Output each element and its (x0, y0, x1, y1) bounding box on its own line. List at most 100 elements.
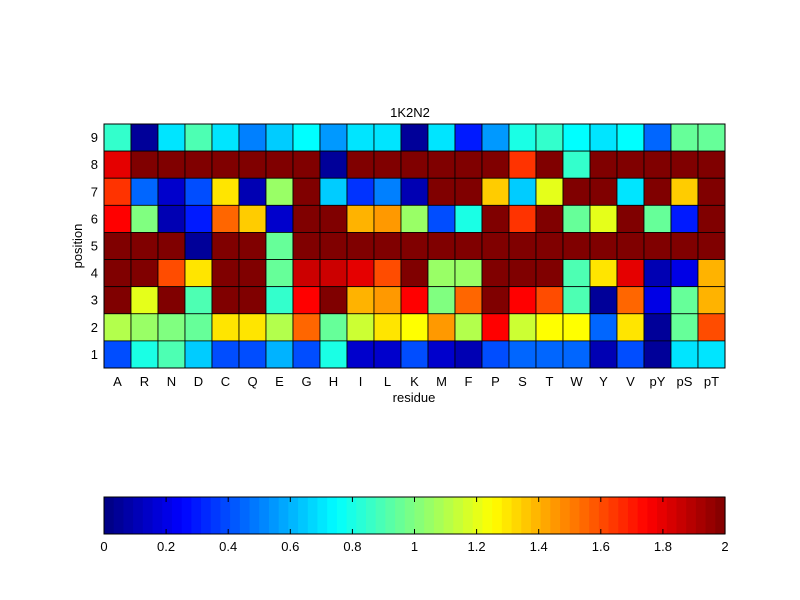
heatmap-cell (481, 123, 510, 152)
heatmap-cell (292, 259, 321, 288)
heatmap-cell (157, 340, 186, 369)
heatmap-cell (184, 177, 213, 206)
heatmap-cell (292, 123, 321, 152)
heatmap-cell (265, 123, 294, 152)
heatmap-cell (616, 232, 645, 260)
heatmap-cell (103, 177, 132, 206)
heatmap-cell (319, 313, 348, 342)
heatmap-cell (616, 313, 645, 342)
y-tick-label: 3 (91, 293, 98, 308)
colorbar-tick-label: 1.2 (468, 539, 486, 554)
colorbar-segment (433, 497, 445, 534)
heatmap-cell (211, 340, 240, 369)
heatmap-cell (373, 123, 402, 152)
heatmap-cell (535, 340, 564, 369)
heatmap-cell (211, 232, 240, 260)
colorbar-segment (346, 497, 357, 534)
y-tick-labels: 9 8 7 6 5 4 3 2 1 (91, 130, 98, 362)
heatmap-cell (373, 204, 402, 233)
heatmap-cell (454, 259, 483, 288)
heatmap-cell (481, 286, 510, 315)
heatmap-cell (373, 286, 402, 315)
heatmap-cell (238, 177, 267, 206)
heatmap-cell (508, 150, 537, 179)
heatmap-cell (292, 286, 321, 315)
colorbar-segment (191, 497, 202, 534)
heatmap-cell (184, 313, 213, 342)
heatmap-cell (157, 150, 186, 179)
heatmap-cell (157, 313, 186, 342)
colorbar-segment (589, 497, 600, 534)
heatmap-cell (184, 204, 213, 233)
colorbar-segment (560, 497, 571, 534)
heatmap-cell (427, 123, 456, 152)
colorbar-segment (123, 497, 134, 534)
heatmap-cell (427, 313, 456, 342)
heatmap-cell (157, 123, 186, 152)
y-axis-label: position (70, 224, 85, 269)
heatmap-cell (697, 313, 726, 342)
heatmap-cell (616, 204, 645, 233)
colorbar-segment (666, 497, 678, 534)
heatmap-cell (346, 259, 375, 288)
colorbar-segment (647, 497, 658, 534)
colorbar-segment (201, 497, 212, 534)
heatmap-cell (508, 204, 537, 233)
x-tick-label: K (410, 374, 419, 389)
heatmap-cell (103, 232, 132, 260)
colorbar-segment (220, 497, 231, 534)
heatmap-cell (697, 150, 726, 179)
x-tick-label: T (546, 374, 554, 389)
colorbar-segment (104, 497, 115, 534)
colorbar-segment (463, 497, 474, 534)
heatmap-cell (211, 259, 240, 288)
heatmap-cell (697, 232, 726, 260)
heatmap-cell (454, 340, 483, 369)
heatmap-cell (346, 232, 375, 260)
colorbar-segment (598, 497, 610, 534)
colorbar-segment (686, 497, 697, 534)
heatmap-cell (238, 313, 267, 342)
heatmap-cell (265, 150, 294, 179)
heatmap-cell (589, 204, 618, 233)
heatmap-cell (643, 259, 672, 288)
heatmap-cell (346, 204, 375, 233)
colorbar-segment (356, 497, 367, 534)
x-tick-label: G (301, 374, 311, 389)
heatmap-cell (400, 286, 429, 315)
x-tick-label: L (384, 374, 391, 389)
x-tick-label: R (140, 374, 149, 389)
heatmap-cell (184, 232, 213, 260)
heatmap-cell (373, 259, 402, 288)
heatmap-cell (535, 286, 564, 315)
heatmap-cell (454, 123, 483, 152)
x-tick-label: P (491, 374, 500, 389)
colorbar-segment (278, 497, 289, 534)
heatmap-cell (454, 150, 483, 179)
heatmap-cell (562, 232, 591, 260)
heatmap-cell (103, 150, 132, 179)
heatmap-cell (103, 313, 132, 342)
colorbar-segment (171, 497, 183, 534)
x-tick-label: V (626, 374, 635, 389)
colorbar-segment (268, 497, 280, 534)
heatmap-cell (535, 177, 564, 206)
x-tick-label: M (436, 374, 447, 389)
y-tick-label: 1 (91, 347, 98, 362)
heatmap-cell (697, 204, 726, 233)
heatmap-cell (697, 259, 726, 288)
heatmap-cell (481, 177, 510, 206)
heatmap-cell (319, 123, 348, 152)
heatmap-cell (670, 286, 699, 315)
heatmap-cell (427, 259, 456, 288)
heatmap-cell (130, 123, 159, 152)
x-tick-label: H (329, 374, 338, 389)
colorbar-segment (608, 497, 619, 534)
heatmap-cell (481, 204, 510, 233)
heatmap-cell (589, 177, 618, 206)
heatmap-cell (157, 204, 186, 233)
heatmap-cell (265, 340, 294, 369)
y-tick-label: 5 (91, 239, 98, 254)
heatmap-cell (319, 177, 348, 206)
colorbar-segment (676, 497, 687, 534)
